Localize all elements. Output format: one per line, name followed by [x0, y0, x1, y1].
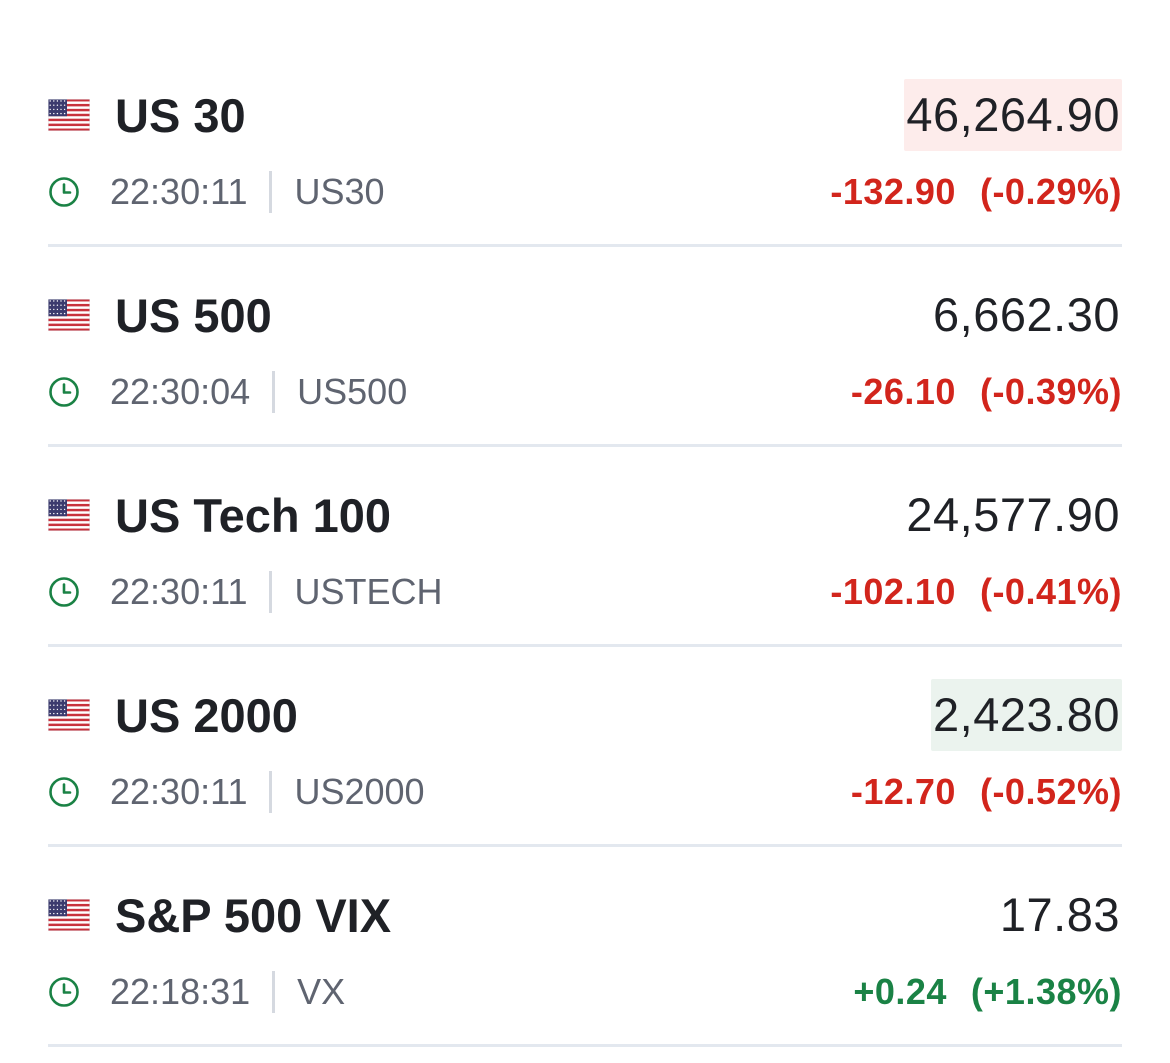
clock-icon — [49, 777, 79, 807]
us-flag-icon — [48, 899, 90, 931]
last-update-time: 22:30:11 — [110, 171, 248, 212]
meta-divider — [269, 171, 273, 213]
instrument-price: 17.83 — [999, 888, 1120, 941]
instrument-change: -12.70 (-0.52%) — [851, 769, 1122, 815]
instrument-meta: 22:30:11 US2000 — [110, 769, 425, 815]
us-flag-icon — [48, 699, 90, 731]
instrument-name: US Tech 100 — [115, 489, 392, 542]
instrument-list: US 30 46,264.90 22:30:11 US30 -132.90 (-0… — [48, 47, 1122, 1047]
instrument-name: US 2000 — [115, 689, 298, 742]
instrument-change: -26.10 (-0.39%) — [851, 369, 1122, 415]
last-update-time: 22:30:11 — [110, 771, 248, 812]
instrument-change: +0.24 (+1.38%) — [853, 969, 1122, 1015]
last-update-time: 22:30:11 — [110, 571, 248, 612]
instrument-row-ustech100[interactable]: US Tech 100 24,577.90 22:30:11 USTECH -1… — [48, 447, 1122, 647]
instrument-price: 2,423.80 — [931, 679, 1122, 751]
clock-icon — [49, 577, 79, 607]
instrument-row-us30[interactable]: US 30 46,264.90 22:30:11 US30 -132.90 (-0… — [48, 47, 1122, 247]
instrument-symbol: US2000 — [294, 771, 425, 812]
instrument-name: US 30 — [115, 89, 246, 142]
instrument-row-us500[interactable]: US 500 6,662.30 22:30:04 US500 -26.10 (-0… — [48, 247, 1122, 447]
last-update-time: 22:30:04 — [110, 371, 251, 412]
clock-icon — [49, 377, 79, 407]
instrument-symbol: US500 — [297, 371, 408, 412]
us-flag-icon — [48, 99, 90, 131]
instrument-meta: 22:30:04 US500 — [110, 369, 407, 415]
change-percent: (-0.39%) — [979, 371, 1122, 412]
instrument-price: 46,264.90 — [904, 79, 1122, 151]
instrument-row-us2000[interactable]: US 2000 2,423.80 22:30:11 US2000 -12.70 (… — [48, 647, 1122, 847]
instrument-price: 6,662.30 — [933, 288, 1120, 341]
meta-divider — [272, 371, 276, 413]
meta-divider — [269, 571, 273, 613]
instrument-price: 24,577.90 — [906, 488, 1120, 541]
change-value: -26.10 — [850, 371, 956, 412]
instrument-name: US 500 — [115, 289, 272, 342]
instrument-row-vix[interactable]: S&P 500 VIX 17.83 22:18:31 VX +0.24 (+1.3… — [48, 847, 1122, 1047]
instrument-change: -102.10 (-0.41%) — [830, 569, 1122, 615]
meta-divider — [269, 771, 273, 813]
change-percent: (-0.29%) — [979, 171, 1122, 212]
change-percent: (-0.41%) — [979, 571, 1122, 612]
meta-divider — [272, 971, 276, 1013]
change-value: +0.24 — [853, 971, 947, 1012]
instrument-name: S&P 500 VIX — [115, 889, 392, 942]
clock-icon — [49, 177, 79, 207]
instrument-symbol: VX — [297, 971, 346, 1012]
change-percent: (+1.38%) — [970, 971, 1122, 1012]
change-value: -102.10 — [830, 571, 956, 612]
instrument-meta: 22:30:11 US30 — [110, 169, 385, 215]
us-flag-icon — [48, 499, 90, 531]
change-value: -12.70 — [850, 771, 956, 812]
last-update-time: 22:18:31 — [110, 971, 251, 1012]
instrument-meta: 22:18:31 VX — [110, 969, 345, 1015]
change-value: -132.90 — [830, 171, 956, 212]
us-flag-icon — [48, 299, 90, 331]
instrument-symbol: US30 — [294, 171, 385, 212]
instrument-symbol: USTECH — [294, 571, 443, 612]
clock-icon — [49, 977, 79, 1007]
change-percent: (-0.52%) — [979, 771, 1122, 812]
instrument-meta: 22:30:11 USTECH — [110, 569, 442, 615]
instrument-change: -132.90 (-0.29%) — [830, 169, 1122, 215]
